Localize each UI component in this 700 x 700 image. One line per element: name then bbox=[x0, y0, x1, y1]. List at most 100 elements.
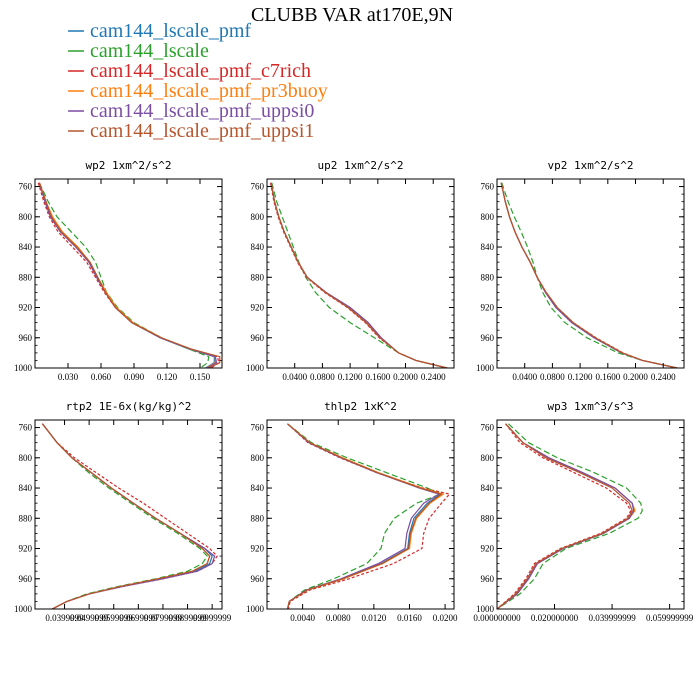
y-tick-label: 800 bbox=[19, 212, 33, 222]
legend-label: cam144_lscale_pmf bbox=[90, 20, 251, 42]
y-tick-label: 840 bbox=[251, 242, 265, 252]
y-tick-label: 920 bbox=[481, 303, 495, 313]
panel: wp2 1xm^2/s^2 760 800 840 880 920 960 1000 0.030… bbox=[14, 159, 223, 382]
x-tick-label: 0.1600 bbox=[365, 372, 390, 382]
y-tick-label: 1000 bbox=[476, 604, 495, 614]
series-line bbox=[270, 182, 448, 368]
y-tick-label: 920 bbox=[19, 544, 33, 554]
y-tick-label: 800 bbox=[251, 453, 265, 463]
y-tick-label: 840 bbox=[481, 483, 495, 493]
y-tick-label: 760 bbox=[19, 182, 33, 192]
legend-entry: cam144_lscale bbox=[68, 40, 209, 62]
series-line bbox=[497, 423, 632, 609]
y-tick-label: 840 bbox=[19, 242, 33, 252]
y-tick-label: 800 bbox=[481, 453, 495, 463]
series-line bbox=[41, 423, 218, 609]
series-line bbox=[270, 182, 448, 368]
y-tick-label: 880 bbox=[19, 272, 33, 282]
x-tick-label: 0.1200 bbox=[568, 372, 593, 382]
legend-entry: cam144_lscale_pmf_uppsi0 bbox=[68, 100, 314, 122]
plot-frame bbox=[266, 178, 455, 369]
y-tick-label: 960 bbox=[251, 333, 265, 343]
x-tick-label: 0.1600 bbox=[595, 372, 620, 382]
x-tick-label: 0.0160 bbox=[397, 613, 422, 623]
series-group bbox=[497, 423, 643, 609]
x-tick-label: 0.0400 bbox=[512, 372, 537, 382]
series-group bbox=[37, 182, 221, 368]
x-tick-label: 0.120 bbox=[157, 372, 178, 382]
series-line bbox=[497, 423, 635, 609]
panel-title: vp2 1xm^2/s^2 bbox=[547, 159, 633, 172]
y-tick-label: 760 bbox=[251, 182, 265, 192]
y-tick-label: 960 bbox=[19, 333, 33, 343]
x-tick-label: 0.0040 bbox=[290, 613, 315, 623]
y-tick-label: 960 bbox=[19, 574, 33, 584]
series-line bbox=[497, 423, 636, 609]
series-line bbox=[500, 182, 678, 368]
y-tick-label: 960 bbox=[481, 574, 495, 584]
series-line bbox=[500, 182, 678, 368]
panel-title: thlp2 1xK^2 bbox=[324, 400, 397, 413]
x-tick-label: 0.0799999 bbox=[144, 613, 183, 623]
series-group bbox=[500, 182, 678, 368]
y-tick-label: 880 bbox=[251, 513, 265, 523]
y-tick-label: 1000 bbox=[246, 604, 265, 614]
y-tick-label: 760 bbox=[19, 423, 33, 433]
series-line bbox=[500, 182, 678, 368]
series-line bbox=[497, 423, 643, 609]
x-tick-label: 0.0800 bbox=[310, 372, 335, 382]
plot-frame bbox=[496, 419, 685, 610]
y-tick-label: 840 bbox=[251, 483, 265, 493]
y-tick-label: 760 bbox=[481, 182, 495, 192]
y-tick-label: 1000 bbox=[14, 363, 33, 373]
legend-label: cam144_lscale_pmf_pr3buoy bbox=[90, 80, 328, 102]
panel-title: wp3 1xm^3/s^3 bbox=[547, 400, 633, 413]
x-tick-label: 0.0800 bbox=[540, 372, 565, 382]
x-tick-label: 0.059999999 bbox=[646, 613, 694, 623]
panel-title: up2 1xm^2/s^2 bbox=[317, 159, 403, 172]
panel: rtp2 1E-6x(kg/kg)^2 760 800 840 880 920 960 100… bbox=[14, 400, 232, 623]
series-line bbox=[269, 182, 448, 368]
series-line bbox=[286, 423, 443, 609]
panel: vp2 1xm^2/s^2 760 800 840 880 920 960 1000 0.040… bbox=[476, 159, 685, 382]
series-line bbox=[38, 182, 215, 368]
y-tick-label: 800 bbox=[251, 212, 265, 222]
y-tick-label: 880 bbox=[251, 272, 265, 282]
series-line bbox=[41, 423, 216, 609]
series-group bbox=[41, 423, 218, 609]
x-tick-label: 0.090 bbox=[124, 372, 145, 382]
legend-entry: cam144_lscale_pmf bbox=[68, 20, 251, 42]
y-tick-label: 840 bbox=[19, 483, 33, 493]
series-line bbox=[270, 182, 448, 368]
y-tick-label: 880 bbox=[481, 513, 495, 523]
series-line bbox=[286, 423, 445, 609]
y-tick-label: 760 bbox=[481, 423, 495, 433]
series-line bbox=[497, 423, 635, 609]
y-tick-label: 800 bbox=[19, 453, 33, 463]
series-line bbox=[37, 182, 220, 368]
x-tick-label: 0.0200 bbox=[433, 613, 458, 623]
legend-entry: cam144_lscale_pmf_pr3buoy bbox=[68, 80, 328, 102]
x-tick-label: 0.150 bbox=[190, 372, 211, 382]
plot-frame bbox=[34, 419, 223, 610]
x-tick-label: 0.0599999 bbox=[95, 613, 134, 623]
x-tick-label: 0.000000000 bbox=[473, 613, 521, 623]
x-tick-label: 0.0499999 bbox=[70, 613, 109, 623]
y-tick-label: 920 bbox=[19, 303, 33, 313]
legend-label: cam144_lscale_pmf_uppsi1 bbox=[90, 120, 314, 142]
panel: thlp2 1xK^2 760 800 840 880 920 960 1000 0.0040 0… bbox=[246, 400, 458, 623]
series-group bbox=[269, 182, 448, 368]
y-tick-label: 1000 bbox=[14, 604, 33, 614]
panel-title: wp2 1xm^2/s^2 bbox=[85, 159, 171, 172]
y-tick-label: 800 bbox=[481, 212, 495, 222]
x-tick-label: 0.0080 bbox=[326, 613, 351, 623]
x-tick-label: 0.0399999 bbox=[45, 613, 84, 623]
series-line bbox=[500, 182, 678, 368]
x-tick-label: 0.2400 bbox=[421, 372, 446, 382]
y-tick-label: 880 bbox=[19, 513, 33, 523]
series-line bbox=[287, 423, 451, 609]
series-line bbox=[38, 182, 216, 368]
series-line bbox=[38, 182, 218, 368]
series-line bbox=[38, 182, 221, 368]
series-group bbox=[286, 423, 451, 609]
